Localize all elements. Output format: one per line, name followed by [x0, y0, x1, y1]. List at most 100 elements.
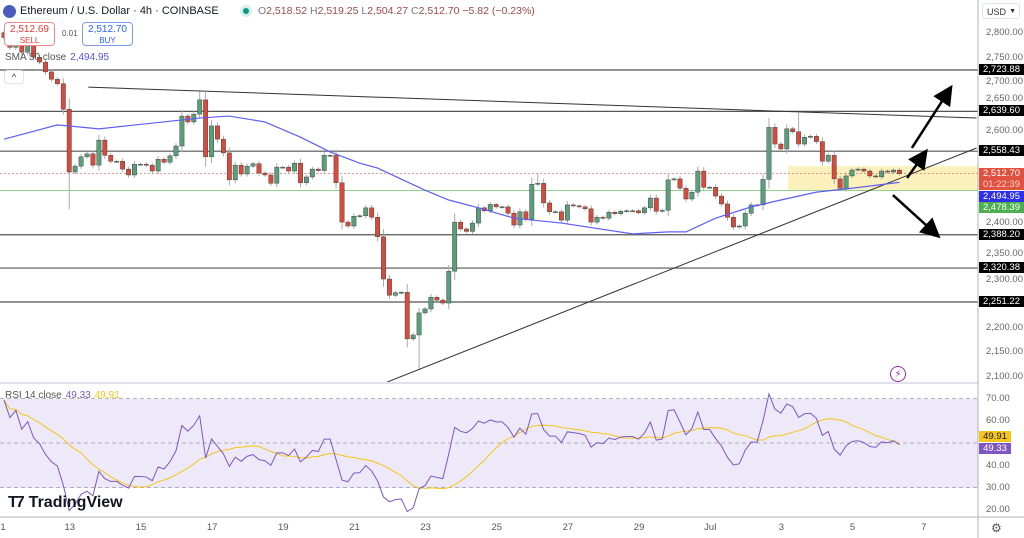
candle-down: [464, 228, 469, 232]
candle-up: [167, 155, 173, 163]
candle-up: [760, 179, 766, 206]
lightning-icon[interactable]: ⚡: [890, 366, 906, 382]
candle-down: [541, 183, 547, 204]
level-price-label: 2,320.38: [979, 262, 1024, 274]
candle-up: [529, 184, 535, 220]
candle-up: [647, 197, 653, 209]
candle-down: [149, 164, 155, 172]
candle-up: [671, 178, 677, 181]
candle-up: [96, 139, 102, 166]
rsi-legend[interactable]: RSI 14 close 49.33 49.91: [5, 390, 120, 401]
candle-up: [630, 210, 635, 213]
candle-down: [54, 79, 60, 84]
candle-up: [606, 212, 612, 219]
symbol-title[interactable]: Ethereum / U.S. Dollar · 4h · COINBASE: [20, 5, 219, 17]
horizontal-levels: [0, 69, 978, 303]
rsi-legend-label: RSI 14 close: [5, 390, 62, 401]
candle-down: [43, 61, 48, 73]
candle-down: [286, 166, 292, 172]
candle-down: [333, 155, 339, 184]
consolidation-zone: [787, 166, 978, 191]
time-tick: 1: [0, 522, 6, 533]
candle-down: [600, 216, 606, 219]
candle-down: [143, 163, 149, 166]
candle-down: [268, 174, 274, 184]
currency-select[interactable]: USD ▼: [982, 3, 1020, 19]
candle-down: [701, 170, 707, 188]
price-tick: 2,400.00: [986, 216, 1023, 228]
candle-down: [719, 195, 724, 205]
candle-down: [256, 163, 262, 174]
candle-down: [523, 211, 529, 220]
candle-down: [345, 221, 351, 227]
time-tick: 19: [278, 522, 289, 533]
candle-down: [612, 212, 618, 214]
tradingview-logo[interactable]: T7 TradingView: [8, 494, 123, 512]
candle-up: [72, 165, 78, 173]
candle-up: [416, 312, 422, 336]
candle-up: [428, 296, 434, 310]
trendlines: [88, 86, 977, 383]
arrow: [910, 84, 953, 149]
candle-up: [689, 191, 695, 200]
candle-up: [422, 308, 428, 314]
candle-up: [618, 211, 624, 214]
candle-down: [837, 178, 843, 189]
candle-down: [60, 83, 66, 110]
candle-up: [665, 179, 671, 211]
candle-up: [280, 166, 286, 169]
candle-up: [784, 128, 790, 150]
open-label: O: [258, 5, 267, 17]
candle-up: [410, 334, 416, 340]
chevron-up-icon: ^: [11, 72, 17, 82]
buy-button[interactable]: 2,512.70 BUY: [82, 22, 133, 46]
collapse-legend-button[interactable]: ^: [4, 70, 24, 84]
support-price-label: 2,478.39: [979, 202, 1024, 213]
price-tick: 2,300.00: [986, 274, 1023, 286]
candle-up: [642, 207, 647, 213]
candle-down: [298, 162, 303, 184]
close-value: 2,512.70: [418, 5, 460, 17]
candle-down: [730, 216, 736, 228]
candle-down: [90, 153, 96, 166]
candle-up: [357, 215, 363, 217]
time-tick: 7: [921, 522, 927, 533]
rsi-tick: 30.00: [986, 482, 1010, 493]
spread-value: 0.01: [62, 29, 78, 38]
sma50-polyline: [3, 115, 900, 235]
candle-up: [398, 292, 404, 294]
direction-arrows: [892, 84, 953, 239]
rsi-line: [3, 392, 900, 513]
gear-icon[interactable]: ⚙: [991, 521, 1002, 535]
rsi-ma-label: 49.91: [979, 431, 1011, 443]
candle-down: [493, 204, 499, 208]
chevron-down-icon: ▼: [1009, 8, 1016, 15]
candle-down: [375, 216, 380, 238]
candle-up: [363, 207, 369, 216]
price-tick: 2,200.00: [986, 321, 1023, 333]
tradingview-logo-text: TradingView: [28, 494, 123, 511]
candle-up: [855, 168, 861, 171]
candle-down: [339, 182, 345, 223]
price-tick: 2,150.00: [986, 346, 1023, 358]
candle-down: [683, 188, 689, 200]
level-price-label: 2,639.60: [979, 105, 1024, 117]
rsi-band: [0, 399, 978, 488]
candle-up: [173, 145, 179, 157]
candle-down: [778, 143, 784, 150]
candle-down: [772, 127, 778, 145]
sma-legend[interactable]: SMA 50 close 2,494.95: [5, 52, 109, 63]
sell-button[interactable]: 2,512.69 SELL: [4, 22, 55, 46]
candle-up: [209, 125, 214, 158]
candle-up: [736, 225, 742, 228]
close-label: C: [411, 5, 419, 17]
candle-up: [327, 155, 333, 157]
time-tick: 25: [491, 522, 503, 533]
time-tick: 27: [562, 522, 574, 533]
candle-up: [78, 156, 84, 167]
candle-up: [766, 127, 772, 180]
last-price-label: 2,512.70 01:22:39: [979, 167, 1024, 190]
candle-down: [66, 109, 72, 173]
candle-down: [576, 205, 582, 208]
